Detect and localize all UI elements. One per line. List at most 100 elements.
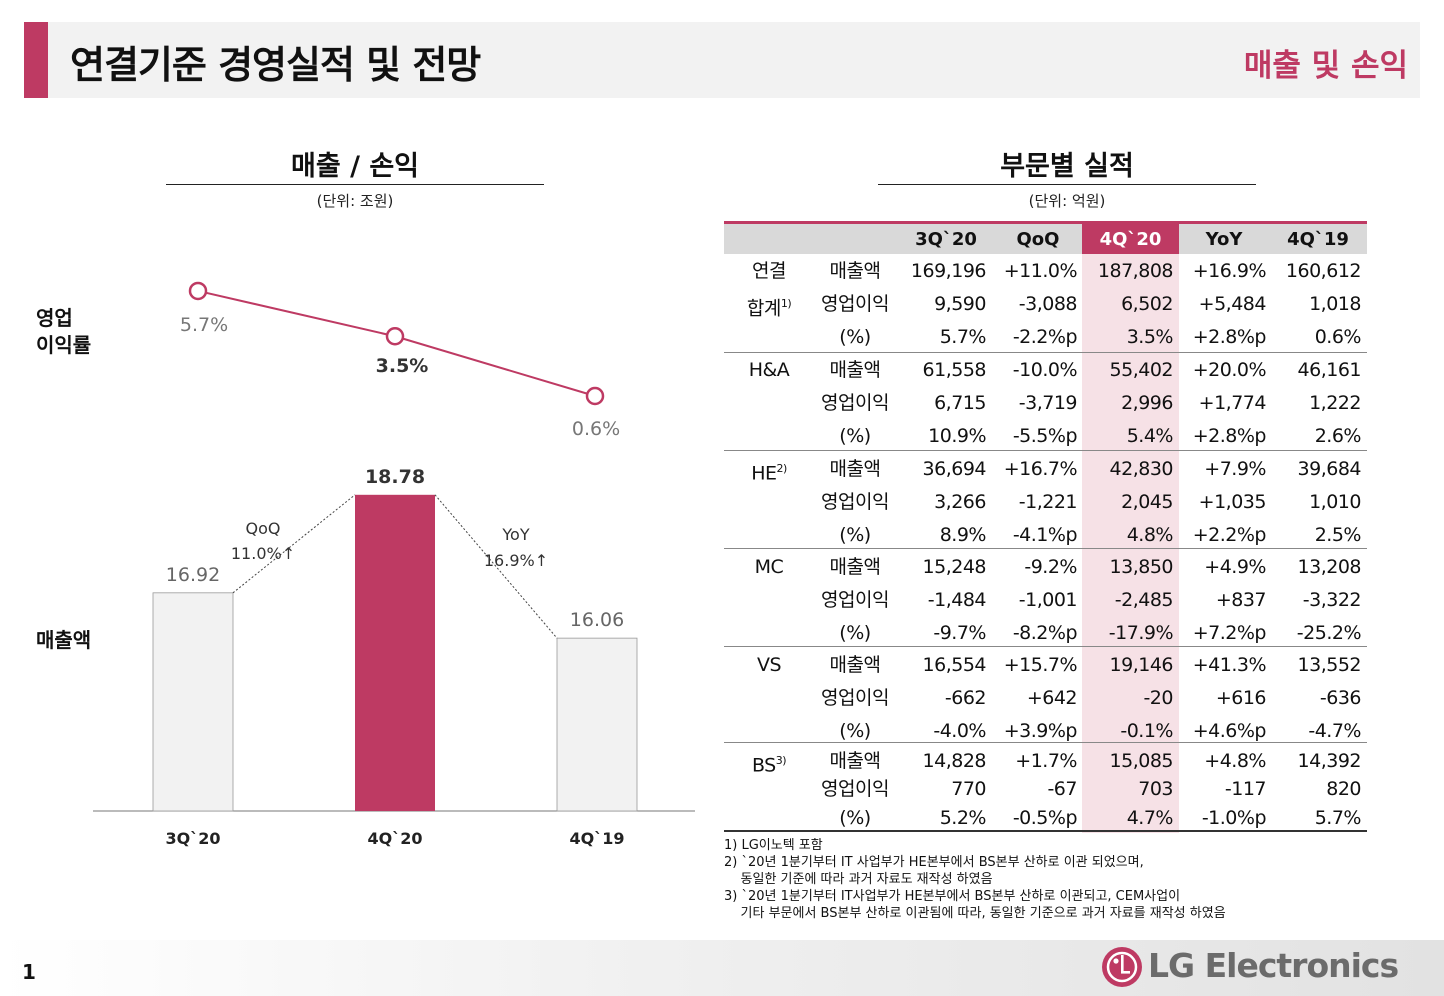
table-cell: -4.7%	[1308, 720, 1361, 742]
left-title-rule	[166, 184, 544, 185]
x-tick-label-0: 3Q`20	[166, 829, 221, 848]
segment-text: HE	[751, 462, 777, 485]
table-cell: +11.0%	[1003, 260, 1078, 282]
table-cell: -662	[944, 687, 987, 709]
x-tick-label-1: 4Q`20	[368, 829, 423, 848]
footnote-line: 기타 부문에서 BS본부 산하로 이관됨에 따라, 동일한 기준으로 과거 자료…	[724, 906, 1226, 921]
revenue-value-label-1: 18.78	[365, 466, 425, 488]
table-cell: 10.9%	[928, 425, 986, 447]
revenue-value-label-0: 16.92	[166, 564, 220, 586]
table-cell: 5.7%	[939, 326, 987, 348]
segment-label: HE2)	[734, 456, 804, 485]
metric-label: 영업이익	[821, 778, 889, 800]
margin-point-0	[188, 281, 208, 301]
table-cell: +7.9%	[1204, 458, 1266, 480]
table-cell: +1,774	[1198, 392, 1267, 414]
footnote-line: 1) LG이노텍 포함	[724, 838, 823, 853]
qoq-annotation-label: QoQ	[246, 519, 281, 538]
footer-band	[0, 940, 1444, 996]
metric-label: 매출액	[829, 458, 881, 480]
footnote-ref: 1)	[780, 297, 792, 310]
col-header-3q20: 3Q`20	[915, 229, 977, 250]
footnote-ref: 2)	[776, 462, 788, 475]
highlight-column-bg	[1082, 221, 1179, 833]
segment-text: H&A	[748, 359, 790, 381]
qoq-annotation-value: 11.0%↑	[231, 544, 295, 563]
metric-label: 영업이익	[821, 392, 889, 414]
table-cell: 160,612	[1285, 260, 1362, 282]
group-divider-2	[724, 548, 1367, 549]
table-cell: +616	[1215, 687, 1267, 709]
table-cell: +642	[1026, 687, 1078, 709]
table-cell: -3,088	[1018, 293, 1078, 315]
segment-text: MC	[754, 556, 784, 578]
metric-label: (%)	[839, 524, 871, 546]
segment-label: 합계1)	[734, 291, 804, 319]
table-cell: +16.7%	[1003, 458, 1078, 480]
revenue-axis-label: 매출액	[36, 628, 92, 652]
margin-value-label-1: 3.5%	[376, 355, 429, 377]
segment-label: VS	[734, 652, 804, 678]
segment-label: MC	[734, 554, 804, 580]
yoy-connector	[434, 494, 558, 639]
table-cell: 1,222	[1309, 392, 1361, 414]
table-header-highlight	[1082, 224, 1179, 254]
group-divider-4	[724, 742, 1367, 743]
table-cell: -20	[1143, 687, 1173, 709]
metric-label: (%)	[839, 622, 871, 644]
table-cell: -0.5%p	[1012, 807, 1078, 829]
revenue-bar-1	[355, 494, 435, 811]
table-cell: 19,146	[1109, 654, 1174, 676]
table-cell: +4.6%p	[1192, 720, 1267, 742]
table-cell: -1,001	[1018, 589, 1078, 611]
table-cell: +2.2%p	[1192, 524, 1267, 546]
table-cell: -25.2%	[1296, 622, 1362, 644]
table-cell: 5.7%	[1314, 807, 1362, 829]
table-cell: 770	[951, 778, 986, 800]
table-cell: 0.6%	[1314, 326, 1362, 348]
footnote-line: 3) `20년 1분기부터 IT사업부가 HE본부에서 BS본부 산하로 이관되…	[724, 889, 1181, 904]
metric-label: 매출액	[829, 654, 881, 676]
revenue-margin-chart: 16.92 3Q`20 18.78 4Q`20 16.06 4Q`19 QoQ 11.0%↑ Y…	[93, 281, 695, 848]
segment-label: BS3)	[734, 748, 804, 777]
revenue-bar-0	[152, 592, 234, 812]
col-header-4q19: 4Q`19	[1287, 229, 1349, 250]
table-cell: 1,010	[1309, 491, 1361, 513]
metric-label: 매출액	[829, 359, 881, 381]
table-cell: 6,715	[934, 392, 986, 414]
right-unit-label: (단위: 억원)	[1028, 192, 1106, 210]
table-cell: 2.5%	[1314, 524, 1362, 546]
table-cell: 187,808	[1097, 260, 1174, 282]
right-title-rule	[878, 184, 1256, 185]
table-cell: 36,694	[922, 458, 987, 480]
segment-label: H&A	[734, 357, 804, 383]
table-cell: +2.8%p	[1192, 425, 1267, 447]
table-cell: 14,392	[1297, 750, 1362, 772]
table-cell: -5.5%p	[1012, 425, 1078, 447]
table-cell: 4.8%	[1126, 524, 1174, 546]
table-cell: -2,485	[1114, 589, 1174, 611]
metric-label: (%)	[839, 425, 871, 447]
footnote-line: 동일한 기준에 따라 과거 자료도 재작성 하였음	[724, 872, 993, 887]
segment-text: 연결	[752, 260, 786, 282]
header-bar: 연결기준 경영실적 및 전망 매출 및 손익	[24, 22, 1420, 98]
table-cell: 39,684	[1297, 458, 1362, 480]
margin-point-2	[585, 386, 605, 406]
lg-logo: LG Electronics	[1100, 944, 1400, 990]
table-cell: 13,850	[1109, 556, 1174, 578]
section-title: 매출 및 손익	[1243, 48, 1408, 84]
table-cell: +1,035	[1198, 491, 1267, 513]
table-cell: 8.9%	[939, 524, 987, 546]
table-cell: 2,045	[1121, 491, 1173, 513]
table-cell: 169,196	[910, 260, 987, 282]
segment-text: BS	[751, 754, 776, 777]
table-cell: 46,161	[1297, 359, 1362, 381]
table-cell: -9.2%	[1024, 556, 1077, 578]
table-cell: 5.4%	[1126, 425, 1174, 447]
table-cell: 13,552	[1297, 654, 1362, 676]
table-bottom-rule	[724, 830, 1367, 832]
lg-logo-mark-icon	[1102, 947, 1142, 987]
table-cell: 5.2%	[939, 807, 987, 829]
metric-label: 영업이익	[821, 491, 889, 513]
table-cell: +41.3%	[1192, 654, 1267, 676]
